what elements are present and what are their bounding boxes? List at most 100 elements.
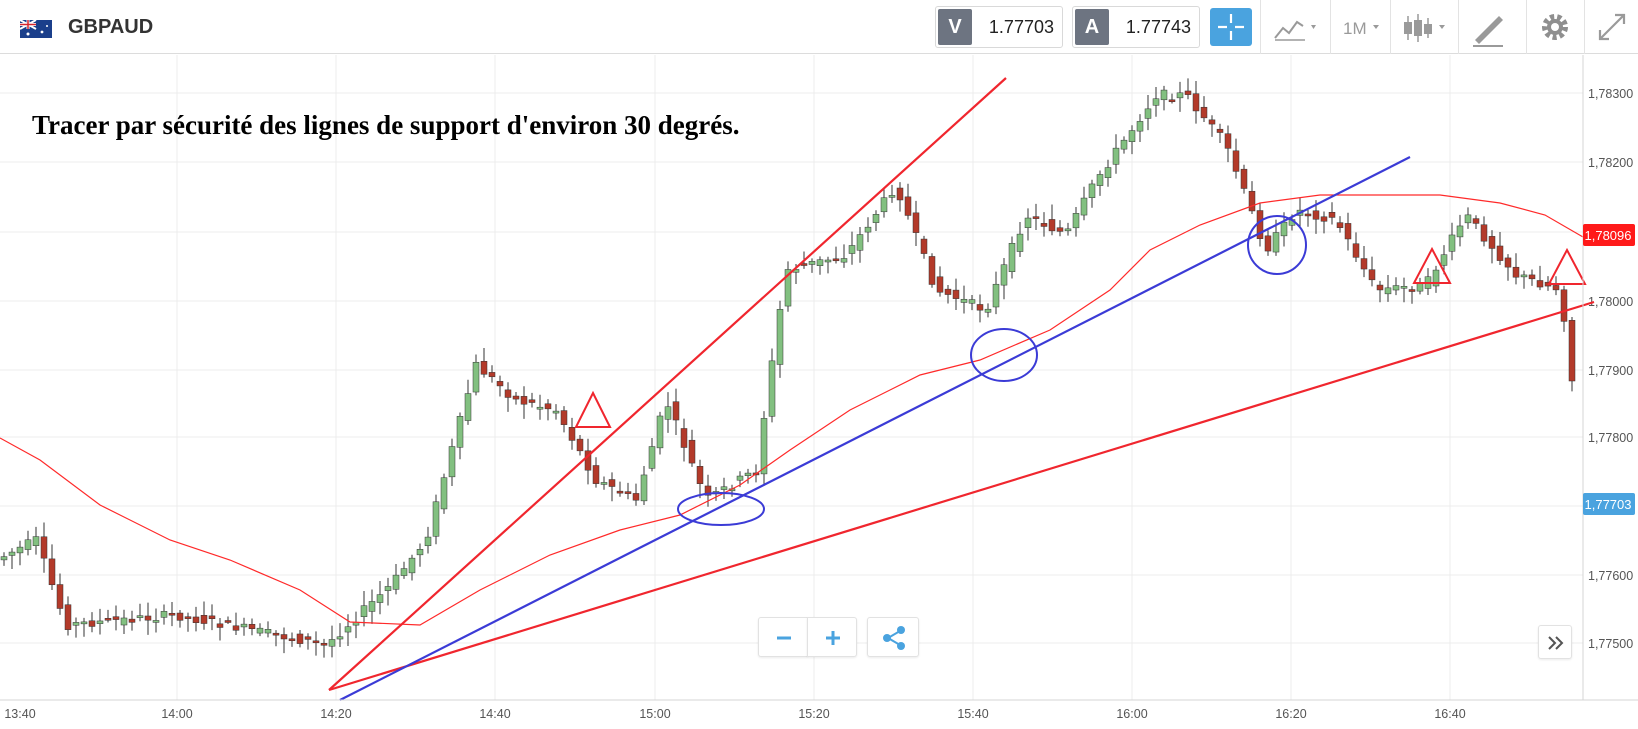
scroll-to-latest-button[interactable] xyxy=(1538,625,1572,659)
candle-body xyxy=(328,639,336,647)
candle-body xyxy=(1040,223,1048,227)
candle-body xyxy=(1312,210,1320,220)
candle-body xyxy=(320,643,328,646)
candle-body xyxy=(1024,217,1032,228)
candle-body xyxy=(616,490,624,494)
candle-body xyxy=(1232,150,1240,172)
candle-body xyxy=(576,438,584,452)
candle-body xyxy=(400,568,408,576)
candle-body xyxy=(8,551,16,556)
candle-body xyxy=(592,465,600,484)
x-tick-label: 13:40 xyxy=(4,707,35,721)
drawing-annotations[interactable] xyxy=(328,77,1595,701)
candle-body xyxy=(536,406,544,410)
candle-body xyxy=(656,415,664,449)
chart-type-button[interactable] xyxy=(1260,0,1328,54)
candle-body xyxy=(336,636,344,640)
buy-price-box[interactable]: A 1.77743 xyxy=(1072,6,1200,48)
y-tick-label: 1,77600 xyxy=(1588,569,1633,583)
candle-body xyxy=(424,536,432,547)
candle-body xyxy=(168,612,176,616)
timeframe-label: 1M xyxy=(1343,19,1367,38)
candle-body xyxy=(1448,234,1456,252)
candle-body xyxy=(1440,254,1448,266)
crosshair-button[interactable] xyxy=(1206,0,1258,54)
candle-body xyxy=(104,618,112,621)
fullscreen-button[interactable] xyxy=(1584,0,1638,54)
ma-price-tag: 1,78096 xyxy=(1583,224,1635,246)
candle-body xyxy=(144,615,152,621)
candle-body xyxy=(208,615,216,619)
candle-body xyxy=(1520,274,1528,278)
x-tick-label: 15:40 xyxy=(957,707,988,721)
x-tick-label: 16:40 xyxy=(1434,707,1465,721)
candle-body xyxy=(696,466,704,484)
candle-body xyxy=(64,604,72,630)
timeframe-button[interactable]: 1M xyxy=(1330,0,1388,54)
candle-body xyxy=(528,399,536,403)
candle-body xyxy=(1472,218,1480,224)
sell-price-box[interactable]: V 1.77703 xyxy=(935,6,1063,48)
candle-body xyxy=(1144,108,1152,119)
candle-body xyxy=(464,393,472,421)
zoom-out-button[interactable] xyxy=(758,617,808,657)
share-button[interactable] xyxy=(867,617,919,657)
candle-body xyxy=(912,212,920,233)
candle-body xyxy=(976,304,984,311)
y-axis-labels: 1,78300 1,78200 1,78000 1,77900 1,77800 1,776… xyxy=(1588,87,1633,651)
buy-label: A xyxy=(1075,9,1109,45)
candle-body xyxy=(720,486,728,490)
candle-body xyxy=(456,416,464,448)
x-tick-label: 15:20 xyxy=(798,707,829,721)
candle-body xyxy=(312,640,320,644)
chevron-down-icon: 1M xyxy=(1343,19,1379,38)
candle-body xyxy=(880,197,888,213)
candle-body xyxy=(1536,280,1544,288)
candle-body xyxy=(520,396,528,405)
crosshair-icon xyxy=(1210,8,1252,46)
x-tick-label: 14:00 xyxy=(161,707,192,721)
candle-body xyxy=(368,601,376,612)
candle-body xyxy=(384,586,392,591)
moving-average-line xyxy=(0,194,1584,626)
candle-body xyxy=(808,261,816,265)
candle-body xyxy=(864,226,872,233)
touch-point-ellipse xyxy=(970,328,1038,382)
candle-body xyxy=(624,491,632,494)
candle-body xyxy=(1368,269,1376,281)
candle-body xyxy=(248,623,256,630)
candle-body xyxy=(848,245,856,254)
candle-style-button[interactable] xyxy=(1390,0,1456,54)
candle-body xyxy=(1248,190,1256,212)
candle-body xyxy=(1208,119,1216,125)
candle-body xyxy=(1336,222,1344,228)
candle-body xyxy=(760,418,768,475)
candle-body xyxy=(672,401,680,421)
candle-body xyxy=(776,309,784,365)
zoom-in-button[interactable] xyxy=(807,617,857,657)
candle-body xyxy=(1272,232,1280,253)
draw-tool-icon xyxy=(1473,16,1503,47)
candle-body xyxy=(1032,216,1040,219)
line-chart-icon xyxy=(1274,20,1316,41)
candle-body xyxy=(600,482,608,485)
annotation-text: Tracer par sécurité des lignes de suppor… xyxy=(32,110,739,140)
candle-body xyxy=(1096,174,1104,186)
candle-body xyxy=(264,629,272,634)
candle-body xyxy=(1080,197,1088,216)
drawing-tools-button[interactable] xyxy=(1458,0,1514,54)
sell-label: V xyxy=(938,9,972,45)
candlestick-icon xyxy=(1404,14,1445,42)
candle-body xyxy=(1280,221,1288,237)
candle-body xyxy=(632,493,640,501)
candle-body xyxy=(784,269,792,307)
candle-body xyxy=(1264,235,1272,252)
candle-body xyxy=(256,627,264,634)
x-tick-label: 14:40 xyxy=(479,707,510,721)
settings-button[interactable] xyxy=(1526,0,1582,54)
candle-body xyxy=(96,620,104,624)
candle-body xyxy=(992,283,1000,308)
candle-body xyxy=(1240,168,1248,189)
candle-body xyxy=(664,406,672,420)
